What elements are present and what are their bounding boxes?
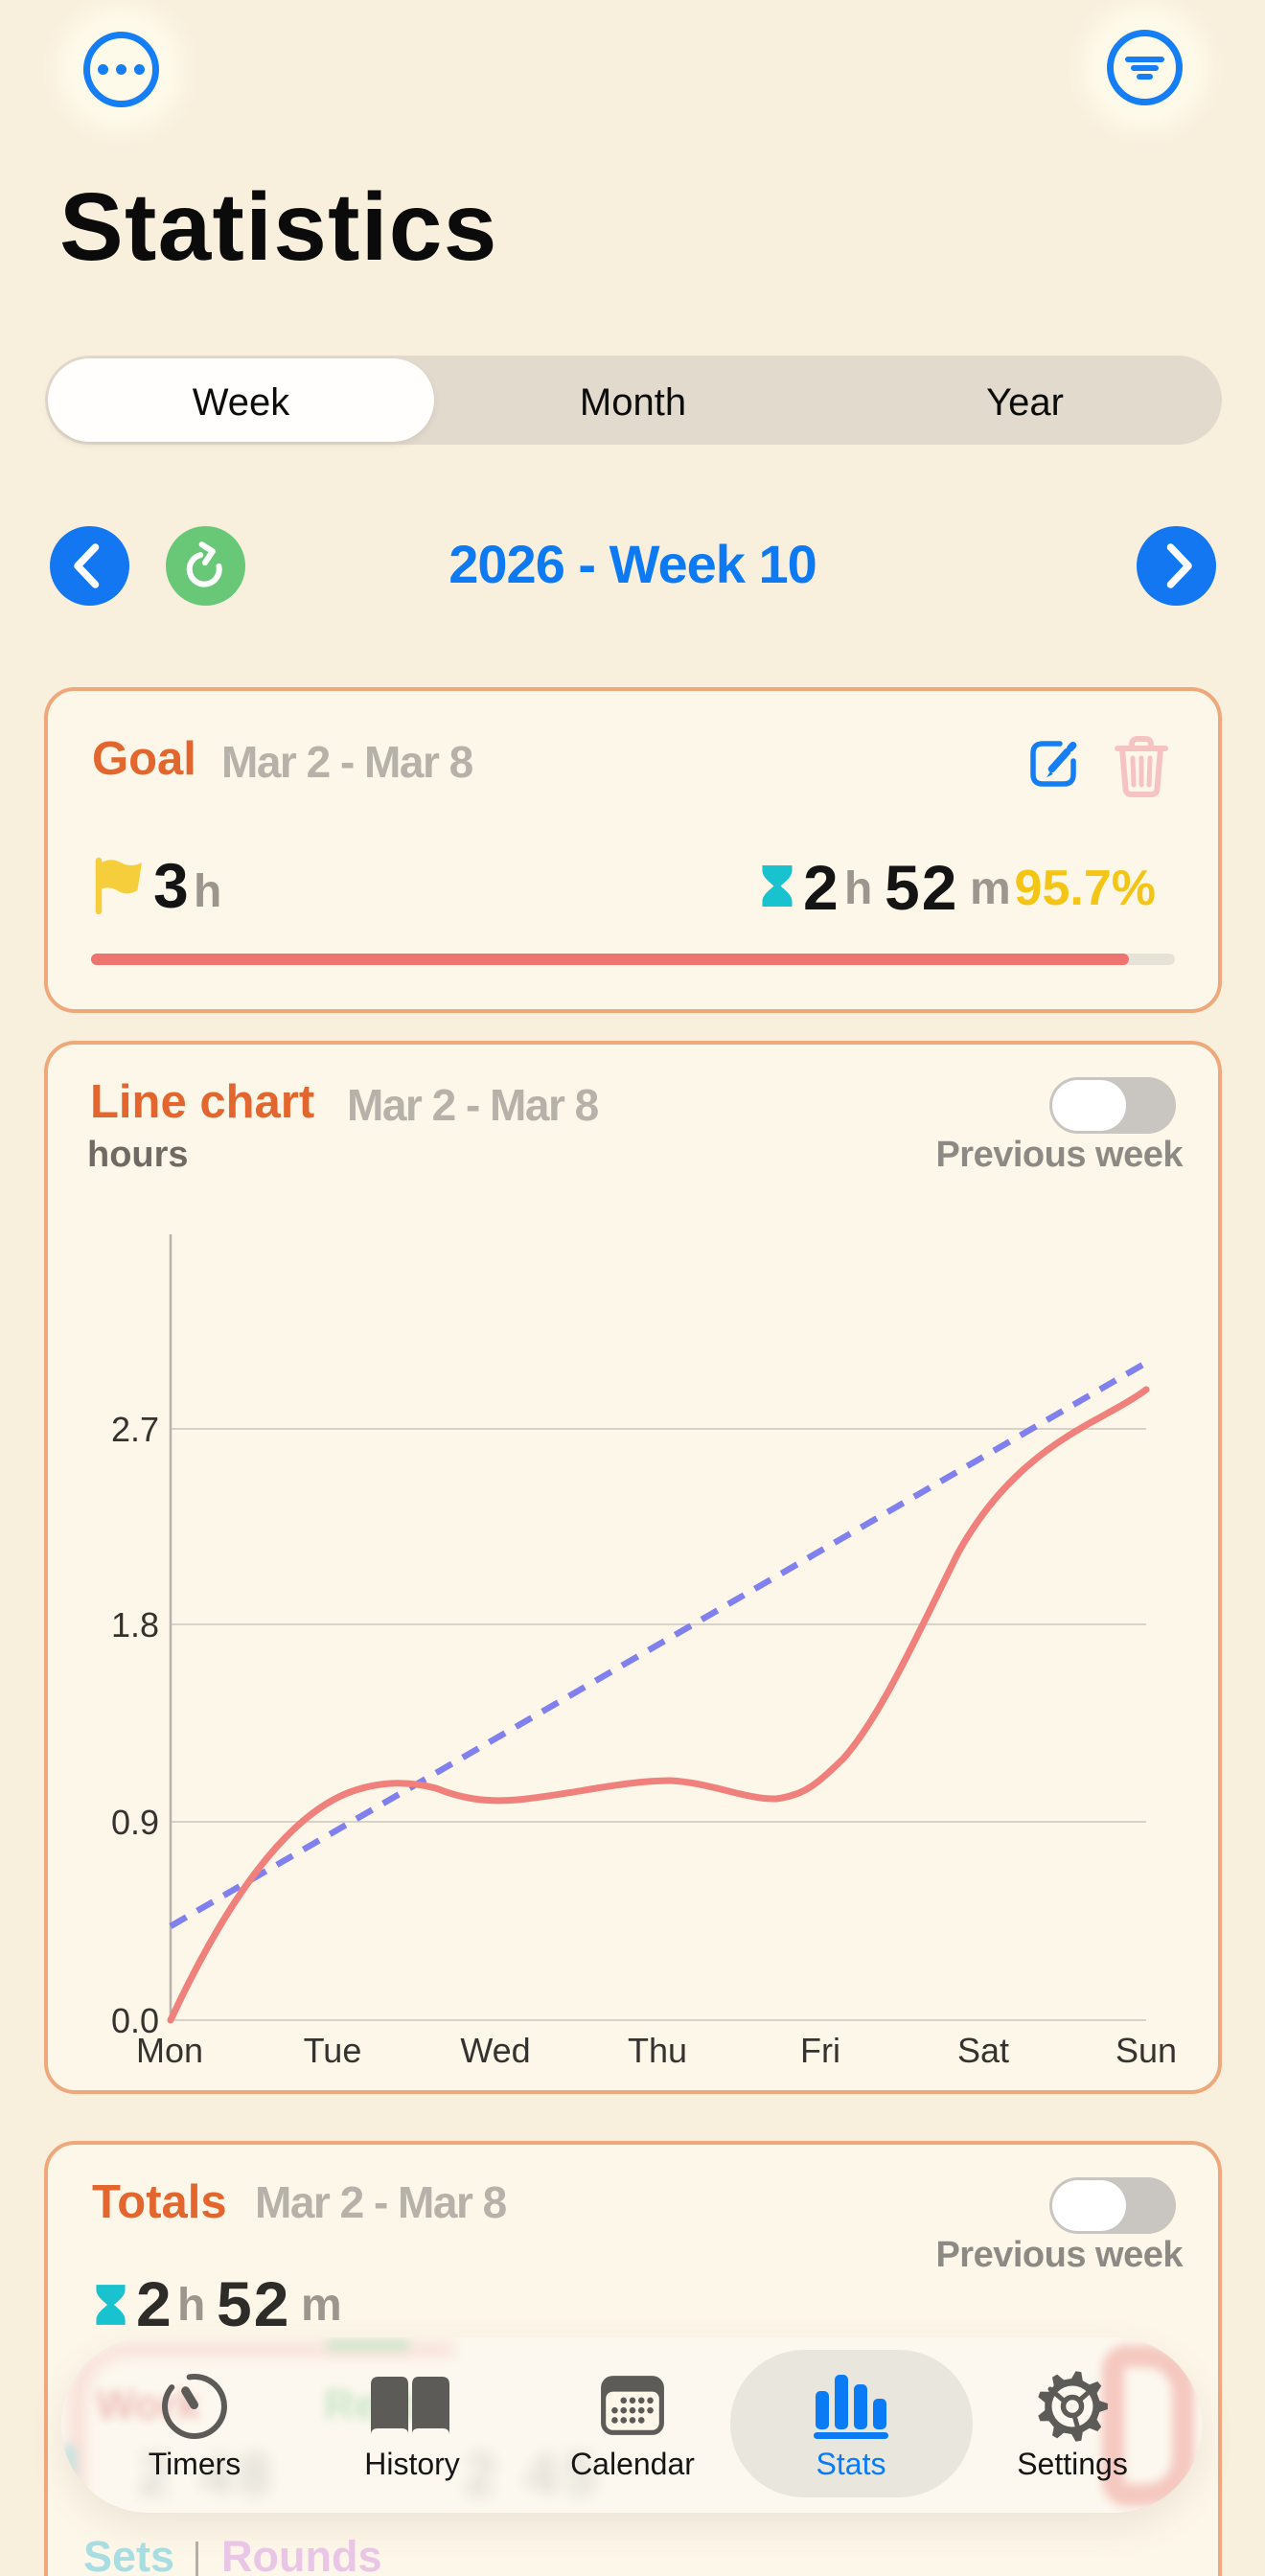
svg-text:Sat: Sat (957, 2031, 1009, 2070)
svg-text:Fri: Fri (800, 2031, 840, 2070)
svg-text:0.0: 0.0 (111, 2001, 159, 2040)
svg-text:Mon: Mon (136, 2031, 203, 2070)
svg-text:Wed: Wed (460, 2031, 530, 2070)
svg-text:1.8: 1.8 (111, 1605, 159, 1644)
svg-text:Thu: Thu (628, 2031, 687, 2070)
svg-text:2.7: 2.7 (111, 1410, 159, 1449)
svg-text:Tue: Tue (304, 2031, 362, 2070)
svg-text:Sun: Sun (1116, 2031, 1177, 2070)
svg-text:0.9: 0.9 (111, 1803, 159, 1842)
